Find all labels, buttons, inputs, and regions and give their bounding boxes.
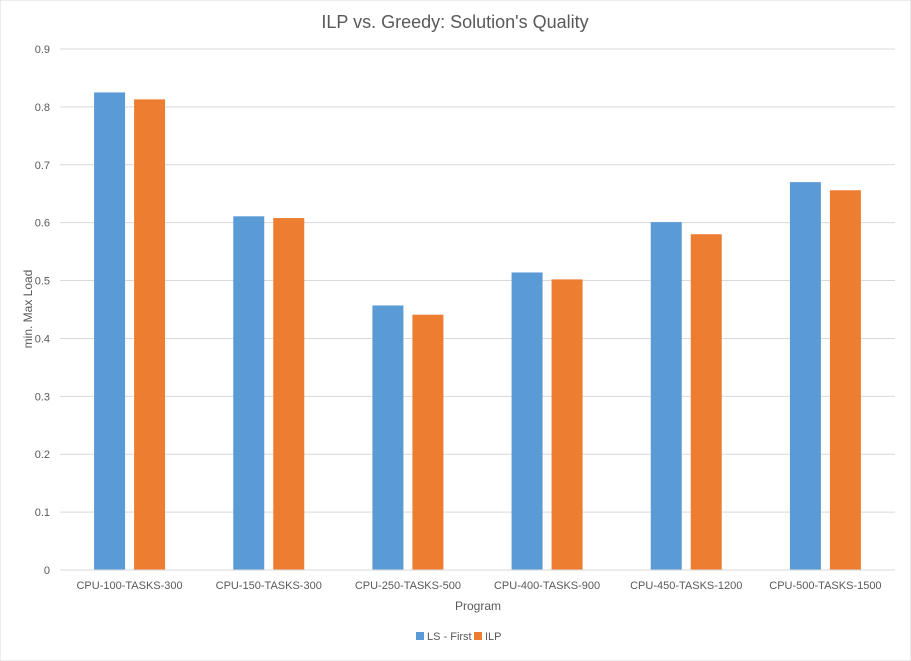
y-tick-label: 0.1 [35, 507, 50, 519]
y-tick-label: 0.6 [35, 218, 50, 230]
x-axis-ticks: CPU-100-TASKS-300 CPU-150-TASKS-300 CPU-25… [76, 580, 881, 592]
y-tick-label: 0.5 [35, 276, 50, 288]
bar-ilp [551, 279, 583, 570]
legend-label: ILP [485, 631, 502, 643]
y-tick-label: 0.7 [35, 160, 50, 172]
x-tick-label: CPU-500-TASKS-1500 [769, 580, 881, 592]
y-tick-label: 0.8 [35, 102, 50, 114]
bar-ilp [412, 314, 444, 570]
legend-swatch [474, 632, 482, 640]
y-tick-label: 0.9 [35, 44, 50, 56]
bar-ls-first [233, 216, 265, 570]
gridlines [60, 48, 895, 513]
legend: LS - First ILP [416, 631, 502, 643]
y-axis-ticks: 0 0.1 0.2 0.3 0.4 0.5 0.6 0.7 0.8 0.9 [35, 44, 50, 577]
bar-ls-first [789, 182, 821, 570]
x-tick-label: CPU-150-TASKS-300 [216, 580, 322, 592]
chart-title: ILP vs. Greedy: Solution's Quality [321, 12, 588, 32]
y-axis-title: min. Max Load [21, 270, 35, 349]
bar-ls-first [650, 222, 682, 571]
y-tick-label: 0.4 [35, 333, 50, 345]
bar-ilp [273, 218, 305, 570]
bar-ls-first [94, 92, 126, 571]
legend-swatch [416, 632, 424, 640]
x-tick-label: CPU-450-TASKS-1200 [630, 580, 742, 592]
y-tick-label: 0 [44, 565, 50, 577]
x-tick-label: CPU-400-TASKS-900 [494, 580, 600, 592]
bar-ls-first [372, 305, 404, 570]
x-tick-label: CPU-250-TASKS-500 [355, 580, 461, 592]
x-axis-title: Program [455, 599, 501, 613]
bar-ls-first [511, 272, 543, 570]
y-tick-label: 0.2 [35, 449, 50, 461]
legend-label: LS - First [427, 631, 472, 643]
y-tick-label: 0.3 [35, 391, 50, 403]
bar-ilp [829, 190, 861, 570]
x-tick-label: CPU-100-TASKS-300 [76, 580, 182, 592]
bar-ilp [690, 234, 722, 570]
bars [94, 92, 861, 571]
bar-ilp [134, 99, 166, 570]
